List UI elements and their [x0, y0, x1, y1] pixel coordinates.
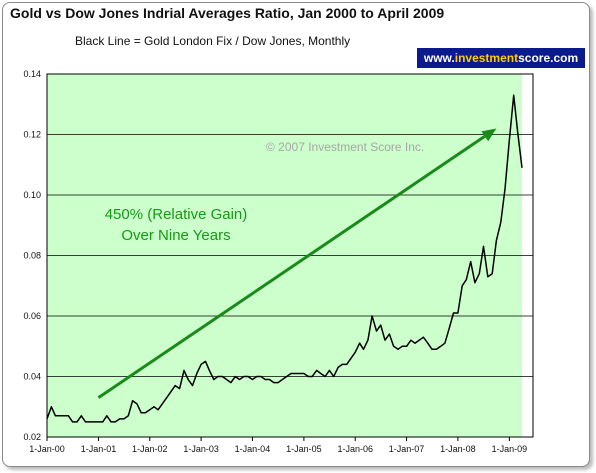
- y-axis-ticks: 0.02 0.04 0.06 0.08 0.10 0.12 0.14: [23, 69, 41, 442]
- x-tick-label: 1-Jan-09: [492, 444, 528, 454]
- brand-highlight: investment: [454, 51, 519, 65]
- x-tick-label: 1-Jan-01: [81, 444, 117, 454]
- x-axis-ticks: 1-Jan-00 1-Jan-01 1-Jan-02 1-Jan-03 1-Jan-04…: [29, 437, 527, 454]
- trend-arrow-head: [481, 128, 497, 142]
- brand-link[interactable]: www.investmentscore.com: [417, 48, 585, 68]
- gain-annotation-line1: 450% (Relative Gain): [105, 206, 248, 223]
- gain-annotation-line2: Over Nine Years: [121, 227, 230, 244]
- x-tick-label: 1-Jan-07: [389, 444, 425, 454]
- y-tick-label: 0.06: [23, 311, 41, 321]
- y-tick-label: 0.08: [23, 251, 41, 261]
- x-tick-label: 1-Jan-02: [132, 444, 168, 454]
- chart-subtitle: Black Line = Gold London Fix / Dow Jones…: [75, 34, 351, 48]
- copyright-annotation: © 2007 Investment Score Inc.: [266, 140, 424, 154]
- y-tick-label: 0.10: [23, 190, 41, 200]
- x-tick-label: 1-Jan-04: [235, 444, 271, 454]
- y-tick-label: 0.04: [23, 372, 41, 382]
- x-tick-label: 1-Jan-03: [183, 444, 219, 454]
- chart-title: Gold vs Dow Jones Indrial Averages Ratio…: [10, 5, 445, 21]
- brand-prefix: www.: [423, 51, 455, 65]
- ratio-series-line: [46, 94, 523, 423]
- y-tick-label: 0.12: [23, 130, 41, 140]
- trend-arrow: [97, 135, 486, 399]
- x-tick-label: 1-Jan-05: [286, 444, 322, 454]
- brand-suffix: score.com: [518, 51, 579, 65]
- y-tick-label: 0.14: [23, 69, 41, 79]
- y-tick-label: 0.02: [23, 432, 41, 442]
- x-tick-label: 1-Jan-00: [29, 444, 65, 454]
- plot-border: [46, 73, 534, 438]
- x-tick-label: 1-Jan-08: [440, 444, 476, 454]
- x-tick-label: 1-Jan-06: [337, 444, 373, 454]
